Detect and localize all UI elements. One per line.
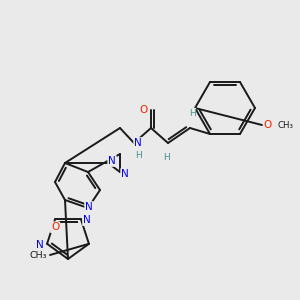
- Text: O: O: [51, 222, 59, 232]
- Text: CH₃: CH₃: [29, 250, 47, 260]
- Text: O: O: [139, 105, 147, 115]
- Text: H: H: [163, 154, 170, 163]
- Text: H: H: [135, 151, 141, 160]
- Text: N: N: [83, 215, 91, 225]
- Text: O: O: [264, 120, 272, 130]
- Text: CH₃: CH₃: [278, 121, 294, 130]
- Text: H: H: [189, 109, 195, 118]
- Text: N: N: [108, 156, 116, 166]
- Text: N: N: [121, 169, 129, 179]
- Text: N: N: [134, 138, 142, 148]
- Text: N: N: [36, 240, 44, 250]
- Text: N: N: [85, 202, 93, 212]
